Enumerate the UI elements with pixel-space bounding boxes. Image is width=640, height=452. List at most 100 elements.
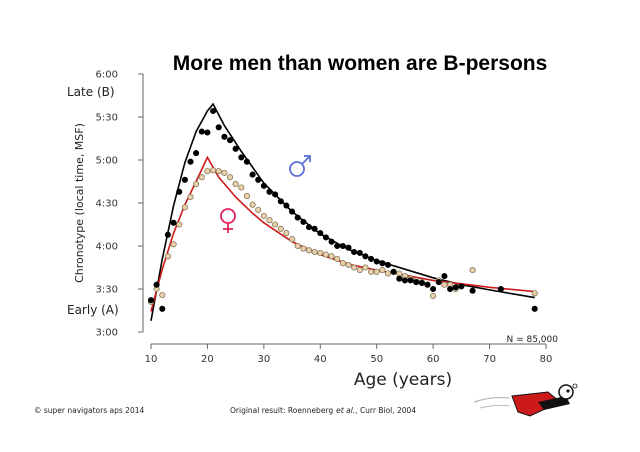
y-tick-label: 4:30 [96,199,118,210]
data-point-series-2 [193,181,200,188]
data-point-series-2 [232,181,239,188]
data-point-series-1 [300,218,307,225]
data-point-series-1 [334,242,341,250]
data-point-series-1 [193,150,200,157]
data-point-series-1 [147,297,155,304]
data-point-series-2 [531,290,538,297]
data-point-series-1 [452,284,459,291]
x-tick-label: 30 [257,354,270,365]
data-point-series-2 [226,174,234,181]
data-point-series-1 [204,129,211,136]
data-point-series-1 [345,244,352,251]
data-point-series-2 [379,267,386,274]
data-point-series-1 [243,158,250,165]
data-point-series-2 [317,249,324,256]
data-point-series-1 [289,208,296,215]
data-point-series-1 [447,285,454,293]
data-point-series-1 [277,198,284,205]
data-point-series-2 [187,193,194,201]
data-point-series-1 [362,253,369,260]
data-point-series-2 [351,264,358,271]
data-point-series-1 [379,260,386,267]
female-symbol-icon [220,208,236,233]
data-point-series-1 [351,248,358,256]
data-point-series-2 [396,270,403,277]
data-point-series-2 [238,184,245,191]
data-point-series-2 [181,204,188,211]
data-point-series-1 [469,287,476,294]
y-tick-label: 3:00 [96,328,118,339]
fit-line-series-1 [150,102,535,321]
data-point-series-2 [430,292,437,299]
data-point-series-2 [441,281,448,288]
x-tick-label: 80 [540,354,553,365]
data-point-series-1 [266,188,273,195]
x-tick-label: 60 [427,354,440,365]
data-point-series-2 [221,169,228,176]
y-tick-label: 3:30 [96,285,118,296]
data-point-series-2 [368,268,375,275]
data-point-series-1 [396,275,403,282]
y-axis-title: Chronotype (local time, MSF) [73,123,86,283]
data-point-series-1 [531,305,538,312]
data-point-series-1 [328,238,335,245]
data-point-series-1 [153,281,160,288]
data-point-series-1 [232,145,239,152]
sample-size-note: N = 85,000 [507,335,559,345]
x-tick-label: 10 [145,354,158,365]
x-tick-label: 70 [483,354,496,365]
data-point-series-2 [373,268,380,275]
data-point-series-2 [249,201,256,208]
late-label: Late (B) [67,85,115,99]
data-point-series-2 [215,168,222,175]
data-point-series-1 [413,279,420,286]
copyright-text: © super navigators aps 2014 [34,406,144,415]
data-point-series-1 [373,258,380,265]
data-point-series-2 [243,193,250,200]
data-point-series-1 [384,261,392,268]
data-point-series-1 [283,202,290,209]
data-point-series-1 [260,182,267,189]
data-point-series-1 [198,128,205,135]
data-point-series-2 [300,245,307,252]
data-point-series-1 [430,285,437,293]
x-tick-label: 40 [314,354,327,365]
data-point-series-2 [210,167,217,174]
data-point-series-1 [255,176,262,183]
data-point-series-2 [283,230,290,237]
data-point-series-2 [159,291,166,299]
data-point-series-1 [317,230,324,237]
data-point-series-2 [164,253,171,260]
data-point-series-2 [322,251,329,258]
data-point-series-1 [418,279,425,287]
citation-prefix: Original result: Roenneberg [230,406,333,415]
data-point-series-2 [204,168,211,175]
data-point-series-2 [266,217,273,224]
data-point-series-2 [328,253,335,260]
data-point-series-1 [170,219,177,226]
data-point-series-2 [345,261,352,268]
data-point-series-2 [334,255,341,262]
data-point-series-1 [311,225,318,232]
data-point-series-1 [368,255,375,262]
data-point-series-2 [198,174,205,181]
data-point-series-1 [424,281,431,288]
data-point-series-1 [441,273,448,280]
data-point-series-1 [407,277,414,284]
early-label: Early (A) [67,303,119,317]
data-point-series-1 [305,224,313,231]
data-point-series-1 [221,133,228,140]
data-point-series-1 [159,305,166,312]
data-point-series-2 [362,264,369,271]
x-axis-title: Age (years) [354,370,452,390]
data-point-series-2 [255,206,262,213]
data-point-series-1 [210,107,217,115]
data-point-series-1 [226,137,234,144]
data-point-series-2 [384,270,392,277]
data-point-series-1 [435,279,442,286]
data-point-series-2 [260,212,267,219]
data-point-series-1 [249,171,256,178]
fit-lines [150,102,535,321]
data-point-series-2 [469,267,476,274]
data-point-series-1 [294,214,301,221]
